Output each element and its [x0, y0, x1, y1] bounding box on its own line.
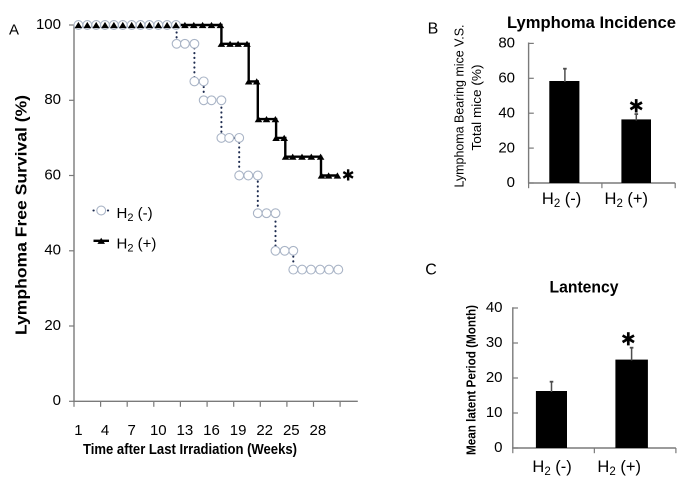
svg-text:10: 10	[150, 422, 167, 439]
svg-text:0: 0	[494, 439, 502, 456]
svg-text:60: 60	[44, 166, 61, 183]
svg-text:Total mice (%): Total mice (%)	[469, 65, 484, 151]
svg-text:28: 28	[310, 422, 327, 439]
svg-text:25: 25	[283, 422, 300, 439]
svg-text:60: 60	[498, 70, 515, 87]
svg-text:H2 (-): H2 (-)	[542, 190, 581, 210]
svg-text:Time after Last Irradiation (W: Time after Last Irradiation (Weeks)	[83, 441, 297, 458]
svg-text:0: 0	[53, 392, 61, 409]
svg-text:40: 40	[44, 242, 61, 259]
svg-text:Lymphoma Incidence: Lymphoma Incidence	[507, 13, 676, 32]
svg-text:100: 100	[36, 16, 61, 33]
svg-text:10: 10	[486, 404, 503, 421]
svg-text:4: 4	[101, 422, 109, 439]
svg-text:Lymphoma Bearing mice V.S.: Lymphoma Bearing mice V.S.	[452, 25, 467, 188]
svg-text:16: 16	[203, 422, 220, 439]
svg-text:H2 (+): H2 (+)	[597, 458, 641, 478]
svg-text:0: 0	[507, 174, 515, 191]
svg-text:13: 13	[177, 422, 194, 439]
svg-text:Lantency: Lantency	[550, 277, 619, 296]
svg-text:Lymphoma Free Survival (%): Lymphoma Free Survival (%)	[14, 95, 31, 335]
svg-text:40: 40	[498, 104, 515, 121]
svg-text:Mean latent Period (Month): Mean latent Period (Month)	[464, 305, 479, 455]
svg-text:C: C	[425, 262, 437, 279]
svg-text:30: 30	[486, 334, 503, 351]
svg-text:22: 22	[256, 422, 273, 439]
svg-text:7: 7	[128, 422, 136, 439]
svg-text:H2 (-): H2 (-)	[117, 205, 153, 224]
svg-text:20: 20	[498, 139, 515, 156]
svg-text:B: B	[428, 21, 439, 38]
svg-text:80: 80	[44, 91, 61, 108]
svg-text:40: 40	[486, 299, 503, 316]
svg-text:H2 (+): H2 (+)	[605, 190, 649, 210]
svg-text:A: A	[9, 22, 19, 39]
svg-text:19: 19	[230, 422, 247, 439]
svg-text:80: 80	[498, 35, 515, 52]
svg-text:H2 (+): H2 (+)	[117, 235, 157, 254]
svg-text:H2 (-): H2 (-)	[532, 458, 571, 478]
svg-text:1: 1	[74, 422, 82, 439]
svg-text:20: 20	[486, 369, 503, 386]
svg-text:20: 20	[44, 317, 61, 334]
